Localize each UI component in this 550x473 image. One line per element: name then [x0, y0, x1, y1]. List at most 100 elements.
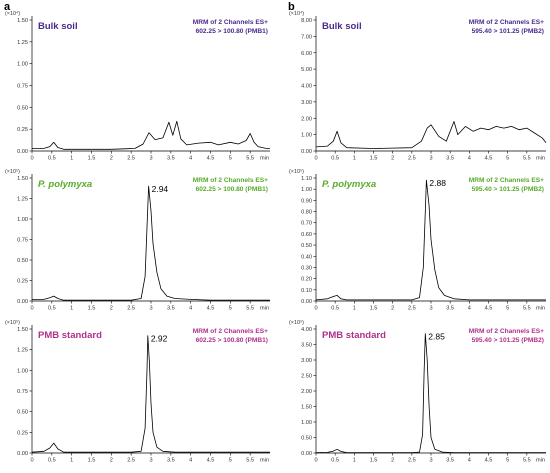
x-tick-label: 1	[353, 156, 356, 162]
x-tick-label: 0.5	[48, 156, 56, 162]
mrm-info-line2: 595.40 > 101.25 (PMB2)	[472, 28, 544, 35]
x-unit-label: min	[260, 306, 269, 312]
x-tick-label: 3	[149, 458, 152, 464]
y-tick-label: 1.50	[17, 18, 28, 24]
y-tick-label: 0.50	[17, 105, 28, 111]
x-tick-label: 1	[353, 306, 356, 312]
peak-retention-label: 2.92	[151, 334, 168, 344]
x-tick-label: 1.5	[88, 156, 96, 162]
y-tick-label: 2.00	[301, 116, 312, 122]
x-tick-label: 4.5	[485, 156, 493, 162]
x-tick-label: 3.5	[446, 306, 454, 312]
x-tick-label: 2.5	[127, 306, 135, 312]
y-tick-label: 0.50	[301, 243, 312, 249]
y-tick-label: 1.25	[17, 197, 28, 203]
chromatogram-b-2: 0.000.100.200.300.400.500.600.700.800.90…	[289, 169, 546, 312]
y-tick-label: 0.00	[301, 299, 312, 305]
x-tick-label: 2.5	[408, 156, 416, 162]
y-tick-label: 1.50	[301, 405, 312, 411]
panel-letter-b: b	[288, 1, 295, 13]
y-tick-label: 3.00	[301, 100, 312, 106]
y-multiplier-label: (×10⁴)	[289, 11, 304, 17]
y-tick-label: 0.25	[17, 127, 28, 133]
y-tick-label: 1.10	[301, 176, 312, 182]
chart-title: P. polymyxa	[322, 179, 376, 190]
x-tick-label: 5	[229, 458, 232, 464]
chart-title: Bulk soil	[38, 21, 78, 32]
x-tick-label: 5	[506, 306, 509, 312]
chromatogram-a-3: 0.00 0.25 0.50 0.75 1.00 1.25 1.50 0 0.5 1 1.5 2 2.5…	[5, 320, 270, 464]
x-tick-label: 1.5	[370, 156, 378, 162]
mrm-info-line2: 602.25 > 100.80 (PMB1)	[196, 186, 268, 193]
x-tick-label: 5.5	[523, 156, 531, 162]
y-tick-label: 0.70	[301, 221, 312, 227]
y-tick-label: 0.80	[301, 210, 312, 216]
y-tick-label: 8.00	[301, 18, 312, 24]
x-unit-label: min	[536, 156, 545, 162]
mrm-info-line1: MRM of 2 Channels ES+	[469, 328, 544, 335]
x-tick-label: 0.5	[48, 306, 56, 312]
x-tick-label: 0	[314, 306, 317, 312]
y-tick-label: 4.00	[301, 327, 312, 333]
trace-line	[315, 333, 546, 454]
y-tick-label: 7.00	[301, 34, 312, 40]
x-tick-label: 3	[429, 458, 432, 464]
y-tick-label: 0.75	[17, 238, 28, 244]
mrm-info-line2: 595.40 > 101.25 (PMB2)	[472, 186, 544, 193]
x-tick-label: 1	[70, 458, 73, 464]
x-tick-label: 4.5	[207, 156, 215, 162]
x-tick-label: 2.5	[127, 458, 135, 464]
y-multiplier-label: (×10⁵)	[289, 320, 304, 326]
y-tick-label: 0.50	[301, 436, 312, 442]
x-tick-label: 2.5	[408, 458, 416, 464]
y-tick-label: 6.00	[301, 51, 312, 57]
peak-retention-label: 2.94	[152, 184, 169, 194]
x-tick-label: 3	[149, 306, 152, 312]
x-tick-label: 4.5	[207, 306, 215, 312]
trace-line	[31, 335, 270, 453]
x-tick-label: 5.5	[246, 458, 254, 464]
x-tick-label: 5	[229, 306, 232, 312]
y-tick-label: 2.00	[301, 389, 312, 395]
x-tick-label: 0	[30, 156, 33, 162]
x-tick-label: 0.5	[48, 458, 56, 464]
y-tick-label: 1.00	[301, 133, 312, 139]
mrm-info-line2: 602.25 > 100.80 (PMB1)	[196, 28, 268, 35]
x-tick-label: 1.5	[88, 306, 96, 312]
x-tick-label: 2	[110, 306, 113, 312]
y-tick-label: 1.25	[17, 40, 28, 46]
y-tick-label: 3.00	[301, 358, 312, 364]
x-tick-label: 2	[391, 306, 394, 312]
x-tick-label: 4	[468, 306, 471, 312]
y-tick-label: 0.00	[17, 149, 28, 155]
panel-letter-a: a	[4, 1, 11, 13]
x-tick-label: 0	[314, 458, 317, 464]
x-tick-label: 5.5	[246, 306, 254, 312]
x-tick-label: 2	[391, 458, 394, 464]
x-unit-label: min	[536, 306, 545, 312]
y-tick-label: 1.25	[17, 348, 28, 354]
y-tick-label: 0.00	[17, 299, 28, 305]
x-tick-label: 2.5	[127, 156, 135, 162]
y-tick-label: 4.00	[301, 84, 312, 90]
y-tick-label: 1.00	[17, 368, 28, 374]
y-multiplier-label: (×10⁴)	[5, 11, 20, 17]
mrm-info-line1: MRM of 2 Channels ES+	[193, 328, 268, 335]
y-tick-label: 1.50	[17, 176, 28, 182]
x-tick-label: 2.5	[408, 306, 416, 312]
trace-line	[315, 121, 547, 149]
x-tick-label: 3.5	[446, 458, 454, 464]
trace-line	[32, 120, 270, 150]
mrm-info-line1: MRM of 2 Channels ES+	[193, 177, 268, 184]
x-tick-label: 3	[429, 306, 432, 312]
x-unit-label: min	[260, 458, 269, 464]
y-multiplier-label: (×10⁵)	[5, 169, 20, 175]
x-tick-label: 2	[391, 156, 394, 162]
x-tick-label: 4	[189, 306, 192, 312]
x-tick-label: 4.5	[485, 306, 493, 312]
y-tick-label: 0.40	[301, 254, 312, 260]
mrm-info-line1: MRM of 2 Channels ES+	[469, 19, 544, 26]
x-unit-label: min	[260, 156, 269, 162]
y-tick-label: 0.50	[17, 410, 28, 416]
x-tick-label: 1.5	[88, 458, 96, 464]
